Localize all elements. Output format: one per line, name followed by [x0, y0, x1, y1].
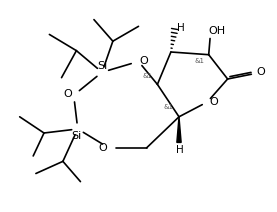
Text: O: O — [256, 67, 265, 77]
Text: O: O — [63, 89, 72, 99]
Text: H: H — [176, 145, 184, 155]
Text: &1: &1 — [163, 104, 173, 110]
Text: O: O — [209, 98, 218, 107]
Text: Si: Si — [71, 131, 81, 141]
Text: O: O — [99, 143, 107, 153]
Text: &1: &1 — [143, 73, 153, 79]
Text: O: O — [140, 56, 148, 66]
Polygon shape — [177, 117, 181, 142]
Text: OH: OH — [208, 26, 225, 36]
Text: &1: &1 — [194, 59, 204, 64]
Text: Si: Si — [97, 61, 107, 71]
Text: H: H — [177, 23, 185, 33]
